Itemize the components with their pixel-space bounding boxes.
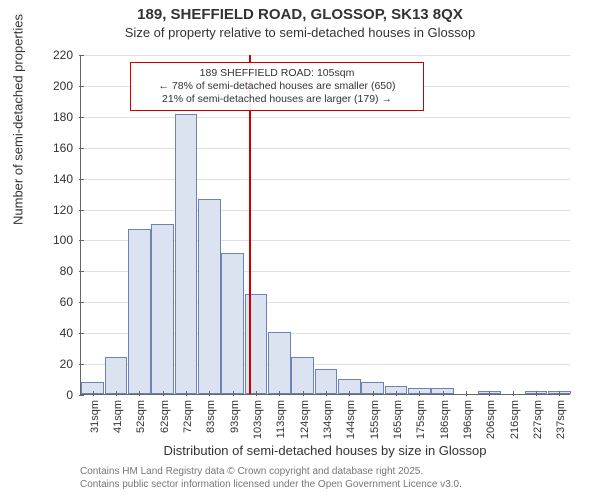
x-tick (396, 391, 397, 396)
histogram-bar (198, 199, 220, 394)
x-tick-label: 186sqm (439, 400, 451, 439)
y-tick-label: 60 (60, 295, 73, 309)
histogram-bar (151, 224, 173, 394)
x-tick-label: 165sqm (392, 400, 404, 439)
gridline (81, 55, 570, 56)
gridline (81, 210, 570, 211)
y-tick-label: 180 (53, 110, 73, 124)
x-tick-label: 206sqm (485, 400, 497, 439)
y-tick (79, 271, 84, 272)
x-tick (279, 391, 280, 396)
footer-attribution: Contains HM Land Registry data © Crown c… (80, 465, 580, 491)
y-tick-label: 20 (60, 357, 73, 371)
y-tick (79, 148, 84, 149)
gridline (81, 148, 570, 149)
plot-area: 02040608010012014016018020022031sqm41sqm… (80, 55, 570, 395)
y-tick-label: 120 (53, 203, 73, 217)
y-tick-label: 200 (53, 79, 73, 93)
x-tick (163, 391, 164, 396)
y-tick-label: 40 (60, 326, 73, 340)
histogram-bar (175, 114, 197, 394)
x-tick-label: 72sqm (182, 400, 194, 433)
x-tick-label: 113sqm (275, 400, 287, 438)
x-tick-label: 31sqm (89, 400, 101, 433)
x-tick-label: 216sqm (509, 400, 521, 439)
gridline (81, 179, 570, 180)
x-tick (209, 391, 210, 396)
histogram-bar (128, 229, 150, 394)
x-tick-label: 62sqm (159, 400, 171, 433)
x-tick-label: 93sqm (229, 400, 241, 433)
y-tick (79, 364, 84, 365)
y-tick (79, 240, 84, 241)
x-tick (419, 391, 420, 396)
y-tick (79, 210, 84, 211)
y-tick (79, 179, 84, 180)
x-tick-label: 134sqm (322, 400, 334, 439)
x-tick (233, 391, 234, 396)
x-tick (256, 391, 257, 396)
title-address: 189, SHEFFIELD ROAD, GLOSSOP, SK13 8QX (0, 6, 600, 23)
x-tick (139, 391, 140, 396)
x-axis-title: Distribution of semi-detached houses by … (80, 443, 570, 458)
y-tick (79, 55, 84, 56)
y-tick (79, 86, 84, 87)
chart-container: 189, SHEFFIELD ROAD, GLOSSOP, SK13 8QX S… (0, 0, 600, 500)
x-tick-label: 196sqm (462, 400, 474, 439)
x-tick-label: 124sqm (299, 400, 311, 439)
y-tick (79, 333, 84, 334)
histogram-bar (268, 332, 290, 394)
x-tick-label: 52sqm (135, 400, 147, 433)
x-tick-label: 41sqm (112, 400, 124, 433)
x-tick (326, 391, 327, 396)
gridline (81, 117, 570, 118)
histogram-bar (221, 253, 243, 394)
footer-line1: Contains HM Land Registry data © Crown c… (80, 465, 580, 478)
x-tick (513, 391, 514, 396)
y-tick-label: 160 (53, 141, 73, 155)
x-tick (349, 391, 350, 396)
histogram-bar (105, 357, 127, 394)
x-tick (186, 391, 187, 396)
x-tick-label: 237sqm (555, 400, 567, 439)
x-tick (443, 391, 444, 396)
annotation-line: 189 SHEFFIELD ROAD: 105sqm (137, 67, 417, 80)
x-tick (93, 391, 94, 396)
x-tick-label: 175sqm (415, 400, 427, 439)
y-tick (79, 302, 84, 303)
x-tick-label: 155sqm (369, 400, 381, 439)
x-tick-label: 144sqm (345, 400, 357, 439)
title-subtitle: Size of property relative to semi-detach… (0, 25, 600, 40)
x-tick (559, 391, 560, 396)
x-tick (536, 391, 537, 396)
x-tick-label: 83sqm (205, 400, 217, 433)
x-tick (116, 391, 117, 396)
x-tick (373, 391, 374, 396)
x-tick (466, 391, 467, 396)
x-tick-label: 227sqm (532, 400, 544, 439)
y-tick-label: 100 (53, 233, 73, 247)
y-tick-label: 140 (53, 172, 73, 186)
annotation-box: 189 SHEFFIELD ROAD: 105sqm← 78% of semi-… (130, 62, 424, 111)
x-tick (303, 391, 304, 396)
title-block: 189, SHEFFIELD ROAD, GLOSSOP, SK13 8QX S… (0, 6, 600, 40)
y-tick-label: 220 (53, 48, 73, 62)
y-axis-title: Number of semi-detached properties (11, 14, 26, 225)
footer-line2: Contains public sector information licen… (80, 478, 580, 491)
y-tick-label: 0 (66, 388, 73, 402)
y-tick (79, 395, 84, 396)
x-tick (489, 391, 490, 396)
histogram-bar (291, 357, 313, 394)
annotation-line: 21% of semi-detached houses are larger (… (137, 93, 417, 106)
x-tick-label: 103sqm (252, 400, 264, 439)
annotation-line: ← 78% of semi-detached houses are smalle… (137, 80, 417, 93)
y-tick-label: 80 (60, 264, 73, 278)
y-tick (79, 117, 84, 118)
